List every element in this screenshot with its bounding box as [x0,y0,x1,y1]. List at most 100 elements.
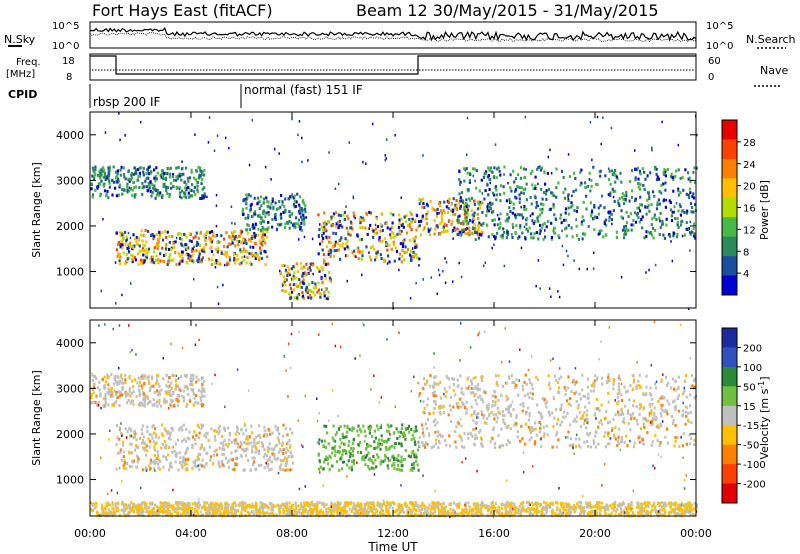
data-cell [173,403,176,407]
data-cell [465,198,468,202]
data-cell [168,384,171,388]
data-cell [362,218,365,222]
data-cell [162,377,165,381]
data-cell [326,431,329,435]
data-cell [689,249,691,252]
data-cell [115,302,117,305]
data-cell [425,202,429,206]
data-cell [300,501,303,505]
data-cell [211,462,214,466]
data-cell [285,501,288,505]
data-cell [661,120,663,124]
data-cell [153,431,156,435]
data-cell [217,462,220,466]
data-cell [283,458,286,462]
data-cell [142,390,145,394]
data-cell [501,409,504,413]
data-cell [193,185,196,189]
data-cell [253,235,256,239]
data-cell [668,234,672,238]
data-cell [375,231,378,235]
data-cell [398,232,402,236]
data-cell [420,199,423,203]
data-cell [346,230,350,234]
data-cell [623,194,626,197]
data-cell [564,388,567,392]
data-cell [127,399,130,402]
data-cell [539,287,541,290]
y-tick-label: 2000 [56,220,84,233]
data-cell [529,381,532,385]
data-cell [276,223,279,226]
data-cell [533,232,536,236]
data-cell [493,166,496,170]
data-cell [569,423,572,427]
data-cell [438,232,441,236]
data-cell [374,258,377,262]
data-cell [97,185,100,188]
data-cell [689,393,692,397]
data-cell [93,506,96,510]
data-cell [165,458,168,462]
data-cell [411,247,414,250]
data-cell [412,466,415,470]
data-cell [198,174,201,178]
data-cell [542,435,545,439]
data-cell [157,240,160,244]
data-cell [434,442,438,446]
data-cell [103,189,107,193]
data-cell [525,222,528,226]
data-cell [194,459,197,463]
data-cell [493,223,496,227]
data-cell [258,452,261,455]
data-cell [173,449,176,453]
data-cell [116,254,119,258]
data-cell [267,211,270,215]
data-cell [389,227,392,231]
data-cell [561,244,564,248]
data-cell [389,212,392,216]
data-cell [140,166,143,170]
data-cell [445,390,448,394]
data-cell [138,249,141,253]
data-cell [452,237,454,240]
data-cell [576,234,579,237]
data-cell [158,467,161,471]
data-cell [512,381,515,385]
data-cell [212,231,215,235]
data-cell [438,202,441,206]
data-cell [462,222,465,226]
data-cell [614,426,617,430]
data-cell [362,160,364,164]
data-cell [257,463,260,467]
data-cell [244,238,247,242]
data-cell [678,203,681,207]
data-cell [456,227,459,231]
data-cell [243,468,246,472]
data-cell [404,449,407,453]
data-cell [123,461,126,465]
data-cell [480,443,483,447]
data-cell [540,413,543,417]
data-cell [593,204,596,207]
data-cell [433,406,436,410]
data-cell [685,221,688,224]
data-cell [685,510,688,514]
data-cell [144,179,147,183]
data-cell [288,268,291,271]
data-cell [626,229,629,233]
data-cell [442,404,445,408]
data-cell [317,467,320,471]
data-cell [244,240,247,244]
data-cell [664,410,667,413]
data-cell [439,209,442,213]
data-cell [328,467,331,471]
data-cell [464,169,467,172]
data-cell [607,400,610,404]
data-cell [449,420,452,423]
data-cell [688,176,691,180]
data-cell [300,266,303,270]
data-cell [324,446,328,450]
data-cell [658,216,661,220]
data-cell [486,417,489,421]
